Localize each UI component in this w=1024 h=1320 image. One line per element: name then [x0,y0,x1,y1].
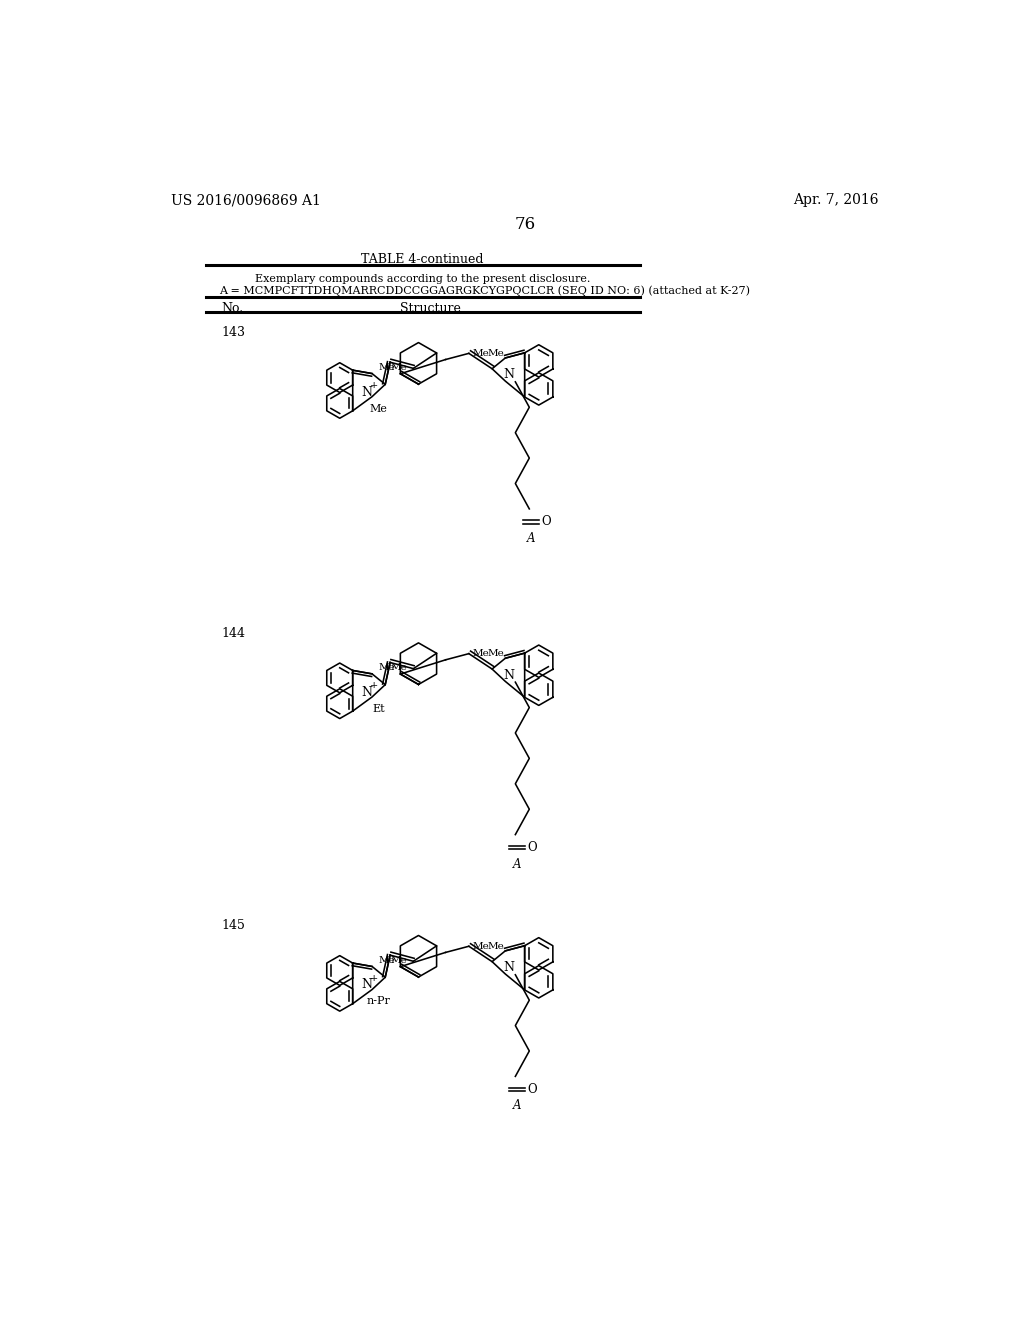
Text: O: O [542,516,551,528]
Text: 145: 145 [221,919,245,932]
Text: Me: Me [487,348,505,358]
Text: Structure: Structure [399,302,461,314]
Text: n-Pr: n-Pr [367,997,390,1006]
Text: A: A [513,1100,521,1113]
Text: Me: Me [379,956,395,965]
Text: Me: Me [391,663,408,672]
Text: N: N [361,978,372,991]
Text: A = MCMPCFTTDHQMARRCDDCCGGAGRGKCYGPQCLCR (SEQ ID NO: 6) (attached at K-27): A = MCMPCFTTDHQMARRCDDCCGGAGRGKCYGPQCLCR… [219,285,751,296]
Text: TABLE 4-continued: TABLE 4-continued [361,253,483,267]
Text: Me: Me [379,663,395,672]
Text: A: A [526,532,536,545]
Text: N: N [361,385,372,399]
Text: Me: Me [473,941,489,950]
Text: 143: 143 [221,326,245,339]
Text: N: N [504,961,515,974]
Text: Me: Me [473,348,489,358]
Text: Exemplary compounds according to the present disclosure.: Exemplary compounds according to the pre… [255,275,590,284]
Text: Et: Et [372,704,385,714]
Text: O: O [527,1082,538,1096]
Text: Me: Me [391,956,408,965]
Text: 144: 144 [221,627,245,640]
Text: +: + [370,681,378,690]
Text: +: + [370,974,378,982]
Text: US 2016/0096869 A1: US 2016/0096869 A1 [171,193,321,207]
Text: 76: 76 [514,216,536,234]
Text: +: + [370,380,378,389]
Text: N: N [504,368,515,381]
Text: Me: Me [487,941,505,950]
Text: Me: Me [379,363,395,372]
Text: O: O [527,841,538,854]
Text: Me: Me [473,649,489,659]
Text: No.: No. [221,302,243,314]
Text: A: A [513,858,521,871]
Text: Me: Me [391,363,408,372]
Text: Apr. 7, 2016: Apr. 7, 2016 [794,193,879,207]
Text: Me: Me [487,649,505,659]
Text: N: N [361,686,372,698]
Text: Me: Me [370,404,387,413]
Text: N: N [504,669,515,681]
